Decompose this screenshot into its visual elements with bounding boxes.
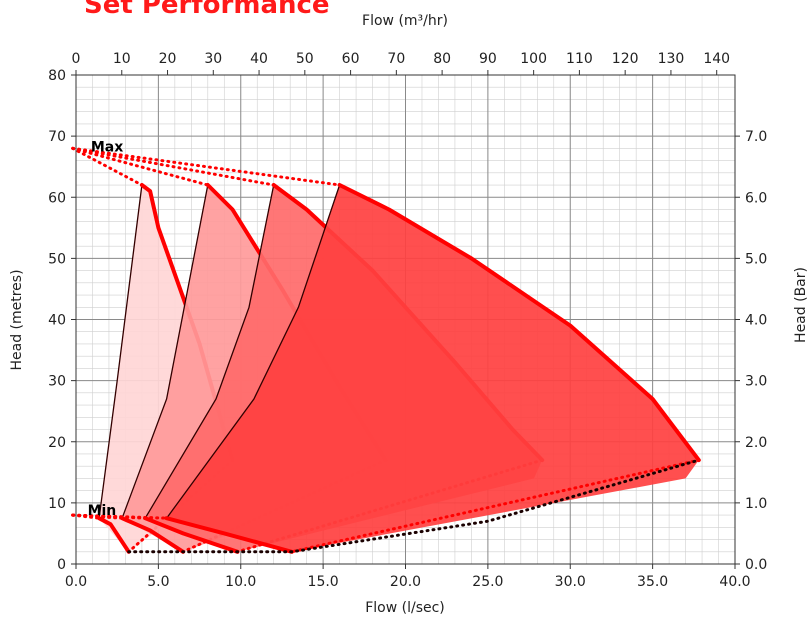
series-min-curve-4	[164, 516, 294, 554]
x2-tick-label: 60	[342, 51, 360, 67]
series-group-4	[164, 183, 701, 554]
x2-tick-label: 30	[204, 51, 222, 67]
x-tick-label: 5.0	[147, 574, 169, 590]
top-axis-label: Flow (m³/hr)	[362, 13, 448, 29]
x2-tick-label: 40	[250, 51, 268, 67]
series-left-edge-3	[144, 184, 275, 519]
y-tick-label: 70	[48, 129, 66, 145]
series-left-edge-4	[166, 184, 341, 519]
y2-tick-label: 3.0	[745, 374, 767, 390]
right-axis-label: Head (Bar)	[793, 267, 809, 343]
min-envelope-line	[71, 513, 169, 520]
x-tick-label: 40.0	[719, 574, 750, 590]
envelope-layer	[71, 146, 701, 554]
y-tick-label: 40	[48, 313, 66, 329]
y2-tick-label: 6.0	[745, 190, 767, 206]
series-min-curve-1	[97, 516, 131, 554]
y-tick-label: 80	[48, 68, 66, 84]
bottom-axis-label: Flow (l/sec)	[365, 600, 445, 616]
y2-tick-label: 5.0	[745, 251, 767, 267]
annotation-min: Min	[88, 503, 117, 519]
annotations: Max Min	[88, 139, 124, 519]
x2-tick-label: 130	[658, 51, 685, 67]
x2-tick-label: 120	[612, 51, 639, 67]
x-tick-label: 25.0	[472, 574, 503, 590]
y2-tick-label: 4.0	[745, 313, 767, 329]
y-tick-label: 60	[48, 190, 66, 206]
y-tick-label: 20	[48, 435, 66, 451]
series-left-edge-1	[98, 184, 143, 519]
x-tick-label: 0.0	[65, 574, 87, 590]
series-layer	[97, 183, 701, 554]
x2-tick-label: 90	[479, 51, 497, 67]
max-envelope-line	[71, 146, 276, 187]
x2-tick-label: 140	[703, 51, 730, 67]
series-area-4	[166, 185, 699, 552]
x-tick-label: 30.0	[555, 574, 586, 590]
y2-tick-label: 7.0	[745, 129, 767, 145]
series-min-curve-2	[120, 516, 186, 554]
x2-tick-label: 20	[159, 51, 177, 67]
y-tick-label: 10	[48, 496, 66, 512]
ticks-layer: 0.0 5.0 10.0 15.0 20.0 25.0 30.0 35.0 40.0 0 10 20 3…	[48, 51, 767, 590]
series-left-edge-2	[121, 184, 209, 519]
x-tick-label: 10.0	[225, 574, 256, 590]
series-min-curve-3	[143, 516, 240, 554]
x2-tick-label: 10	[113, 51, 131, 67]
x-tick-label: 35.0	[637, 574, 668, 590]
x-tick-label: 20.0	[390, 574, 421, 590]
y2-tick-label: 1.0	[745, 496, 767, 512]
x2-tick-label: 0	[72, 51, 81, 67]
y2-tick-label: 0.0	[745, 557, 767, 573]
x2-tick-label: 100	[520, 51, 547, 67]
annotation-max: Max	[91, 139, 123, 155]
x2-tick-label: 50	[296, 51, 314, 67]
y-tick-label: 30	[48, 374, 66, 390]
x2-tick-label: 110	[566, 51, 593, 67]
max-envelope-line	[71, 146, 210, 187]
bottom-envelope-line	[127, 458, 701, 554]
chart-title: Set Performance	[84, 0, 330, 20]
left-axis-label: Head (metres)	[9, 269, 25, 370]
x-tick-label: 15.0	[308, 574, 339, 590]
max-envelope-line	[71, 146, 144, 187]
x2-tick-label: 70	[387, 51, 405, 67]
y-tick-label: 50	[48, 251, 66, 267]
x2-tick-label: 80	[433, 51, 451, 67]
y2-tick-label: 2.0	[745, 435, 767, 451]
series-max-curve-4	[337, 183, 701, 463]
series-right-edge-4	[290, 458, 701, 554]
y-tick-label: 0	[57, 557, 66, 573]
